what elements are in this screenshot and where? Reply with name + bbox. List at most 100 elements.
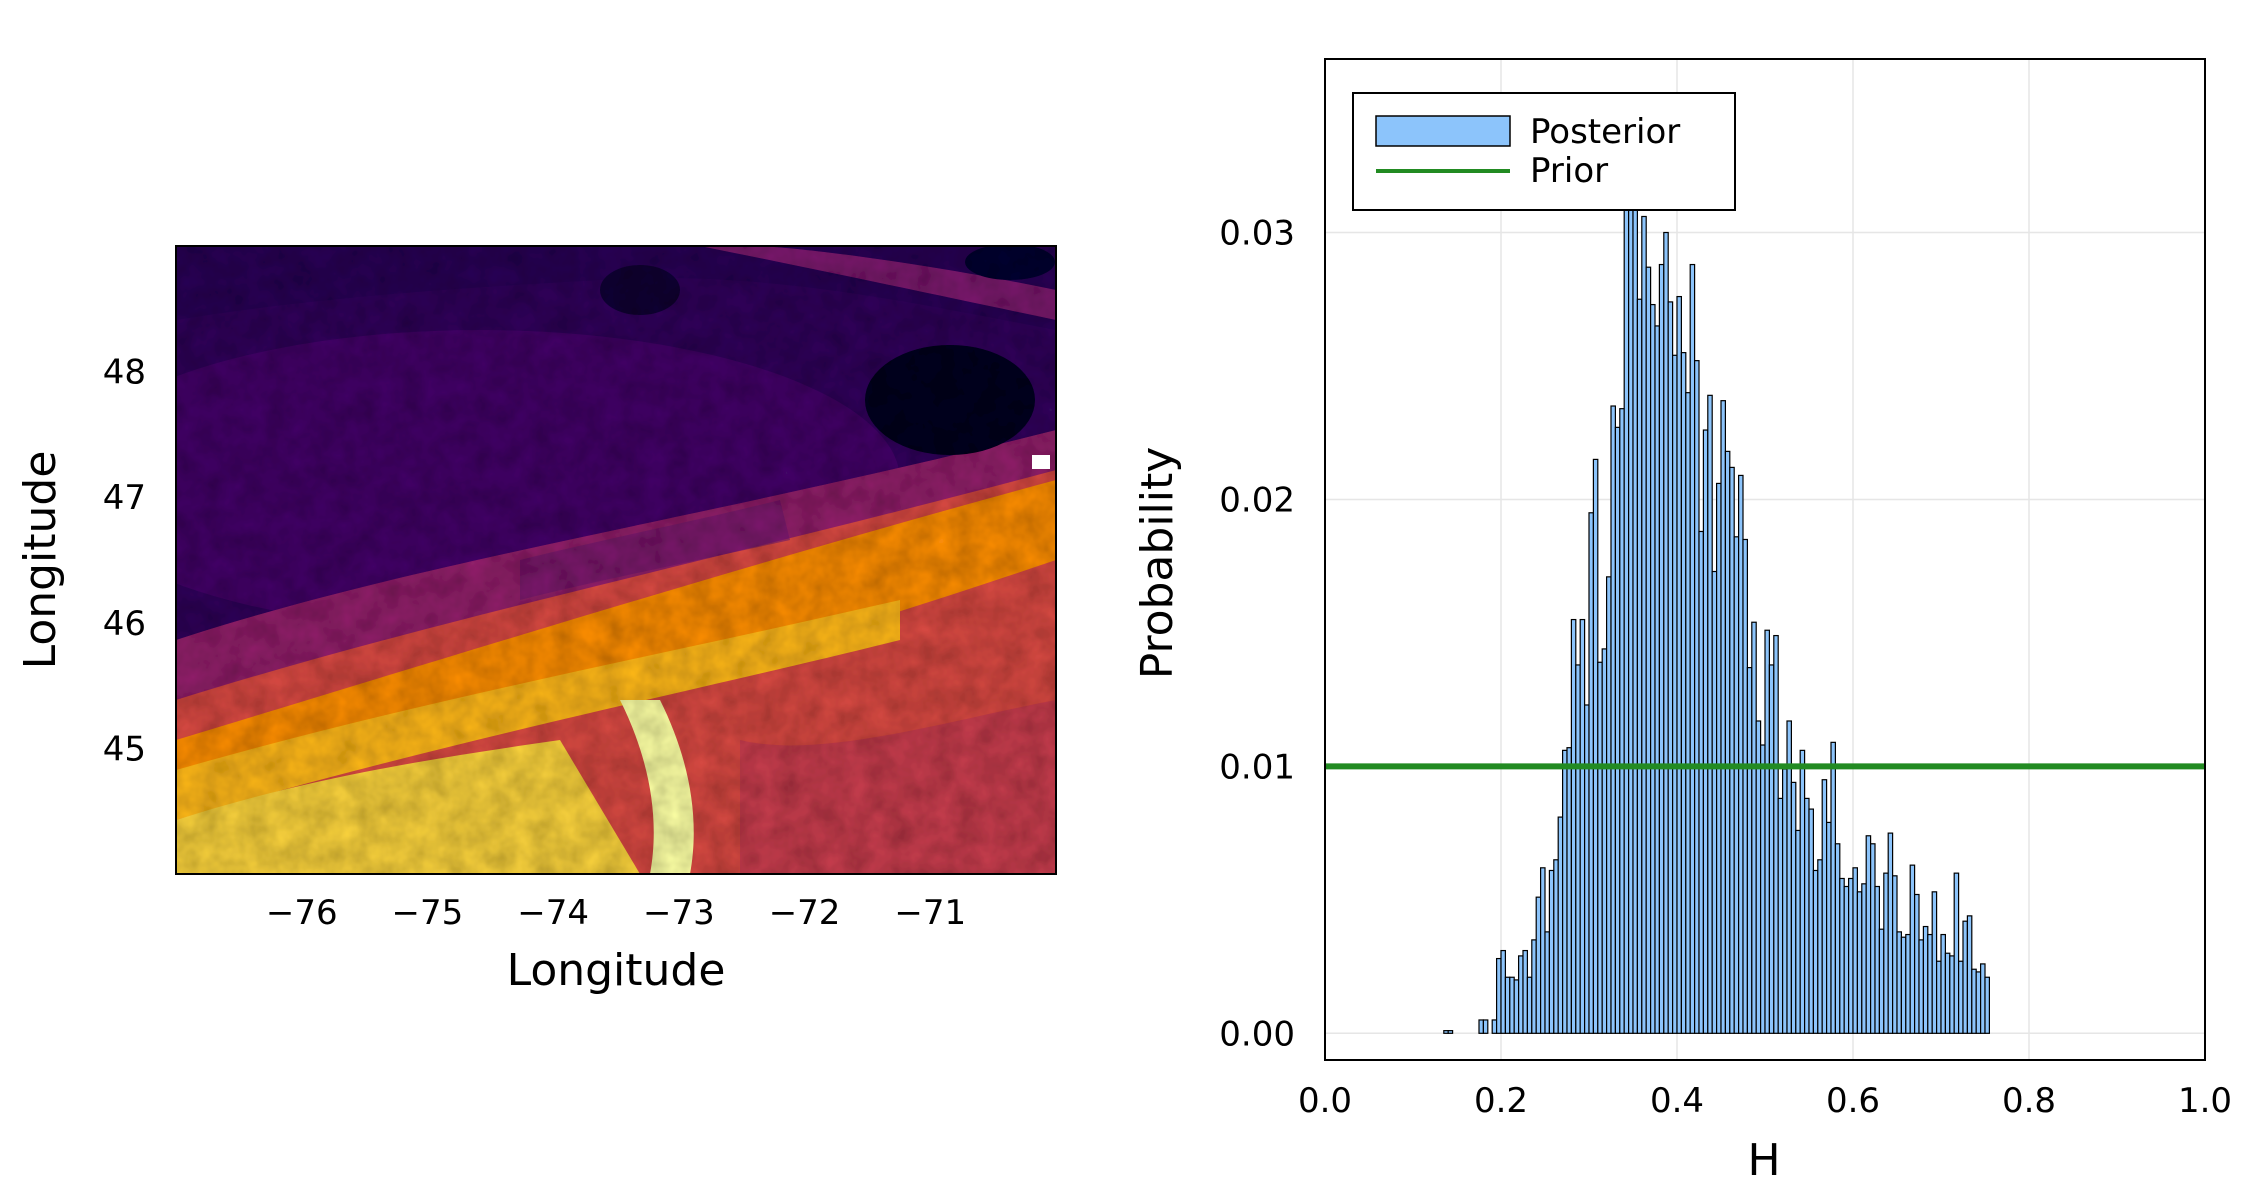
heatmap-y-label: Longitude [15,451,66,670]
posterior-bar [1733,536,1740,1034]
histogram-x-tick-label: 0.4 [1650,1081,1704,1121]
posterior-bar [1896,931,1903,1034]
posterior-bar [1781,768,1788,1034]
posterior-bar [1984,976,1991,1034]
heatmap-x-tick-label: −73 [643,893,715,933]
posterior-bar [1839,877,1845,1034]
posterior-bar [1729,466,1735,1034]
histogram-x-tick-label: 0.2 [1474,1081,1528,1121]
posterior-bar [1883,872,1889,1034]
posterior-bar [1539,867,1546,1034]
posterior-bar [1504,976,1511,1034]
posterior-bar [1852,867,1859,1034]
posterior-bar [1693,360,1700,1034]
histogram-frame [1324,58,2206,1061]
histogram-x-tick-label: 0.6 [1826,1081,1880,1121]
posterior-bar [1575,664,1581,1034]
posterior-bar [1632,157,1639,1034]
heatmap-y-tick-label: 45 [103,729,146,769]
posterior-bar [1495,957,1502,1034]
legend-posterior-label: Posterior [1530,112,1680,152]
posterior-bar [1561,749,1568,1034]
heatmap-x-tick-label: −76 [266,893,338,933]
posterior-bar [1614,426,1621,1034]
posterior-bar [1610,405,1617,1034]
histogram-x-tick-label: 1.0 [2178,1081,2232,1121]
posterior-bar [1517,955,1524,1034]
posterior-bar [1927,933,1933,1034]
posterior-bar [1592,458,1599,1034]
posterior-bar [1825,821,1832,1034]
posterior-bar [1685,392,1691,1034]
posterior-bar [1649,303,1656,1034]
legend: Posterior Prior [1352,92,1736,211]
posterior-bar [1905,933,1911,1034]
histogram-bars [1443,95,1991,1034]
posterior-bar [1834,843,1841,1034]
legend-box [1352,92,1736,211]
posterior-bar [1623,95,1630,1034]
heatmap-x-ticks: −76 −75 −74 −73 −72 −71 [266,893,966,933]
posterior-bar [1751,621,1757,1034]
posterior-bar [1808,808,1815,1034]
posterior-bar [1953,872,1960,1034]
posterior-bar [1443,1030,1449,1034]
posterior-bar [1944,952,1951,1034]
posterior-bar [1702,429,1709,1034]
histogram-y-ticks: 0.00 0.01 0.02 0.03 [1219,214,1295,1055]
posterior-bar [1768,664,1775,1034]
posterior-bar [1544,931,1551,1034]
posterior-bar [1979,963,1986,1034]
posterior-bar [1790,781,1797,1034]
heatmap-y-tick-label: 46 [103,604,146,644]
posterior-bar [1962,920,1969,1034]
posterior-bar [1887,832,1894,1034]
histogram-x-label: H [1747,1135,1780,1186]
posterior-bar [1597,661,1603,1034]
posterior-bar [1548,869,1555,1034]
posterior-bar [1878,928,1885,1034]
posterior-bar [1931,891,1938,1034]
legend-posterior-swatch [1375,115,1511,147]
histogram-y-label: Probability [1132,447,1183,680]
histogram-y-tick-label: 0.01 [1219,747,1295,787]
heatmap-y-ticks: 45 46 47 48 [103,353,146,770]
posterior-bar [1966,915,1973,1034]
posterior-bar [1843,885,1850,1034]
posterior-bar [1935,960,1942,1034]
posterior-bar [1513,979,1520,1034]
posterior-bar [1583,704,1590,1034]
posterior-bar [1667,301,1674,1034]
heatmap-y-tick-label: 47 [103,478,146,518]
posterior-bar [1698,530,1705,1034]
posterior-bar [1482,1019,1489,1034]
heatmap-frame [175,245,1057,875]
posterior-bar [1627,130,1634,1034]
posterior-bar [1491,1019,1498,1034]
posterior-bar [1975,971,1982,1034]
posterior-bar [1654,325,1661,1034]
posterior-bar [1764,629,1771,1034]
posterior-bar [1707,394,1713,1034]
posterior-bar [1605,576,1612,1034]
posterior-bar [1522,949,1529,1034]
posterior-bar [1500,949,1507,1034]
posterior-bar [1869,843,1876,1034]
posterior-bar [1553,859,1559,1034]
posterior-bar [1645,266,1652,1034]
posterior-bar [1795,829,1801,1034]
posterior-bar [1737,474,1744,1034]
posterior-bar [1847,877,1854,1034]
posterior-bar [1891,875,1898,1034]
legend-prior-label: Prior [1530,151,1608,191]
heatmap-image [176,246,1056,874]
posterior-bar [1689,263,1696,1034]
histogram-y-tick-label: 0.02 [1219,480,1295,520]
posterior-bar [1922,925,1929,1034]
histogram-y-tick-label: 0.03 [1219,214,1295,254]
posterior-bar [1658,263,1665,1034]
posterior-bar [1773,634,1779,1034]
posterior-bar [1957,960,1964,1034]
posterior-bar [1909,864,1916,1034]
